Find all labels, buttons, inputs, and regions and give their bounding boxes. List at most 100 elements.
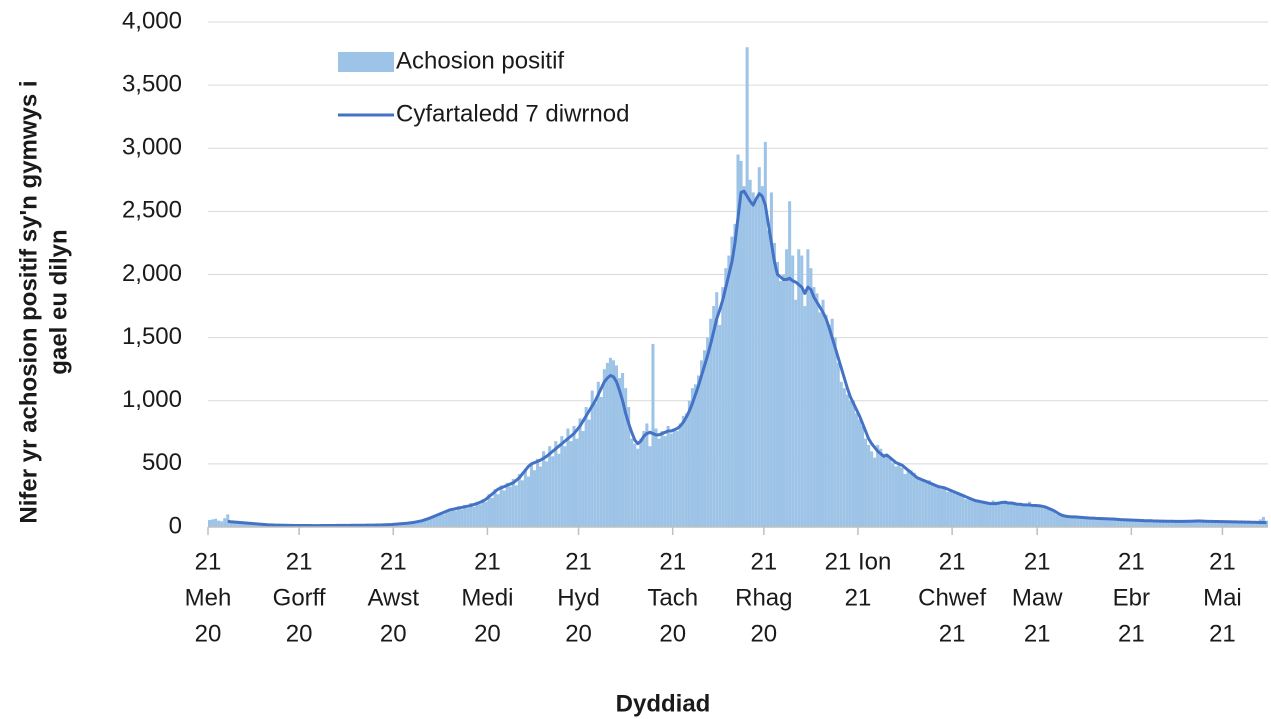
bar: [411, 522, 415, 527]
bar: [1113, 518, 1117, 527]
bar: [502, 490, 506, 527]
bar: [256, 524, 260, 527]
bar: [933, 485, 937, 527]
bar: [627, 407, 631, 527]
bar: [1222, 521, 1226, 527]
bar: [420, 520, 424, 527]
bar: [991, 500, 995, 527]
y-axis-title: Nifer yr achosion positif sy'n gymwys i: [15, 80, 42, 523]
bar: [447, 511, 451, 527]
bar: [763, 141, 767, 527]
bar: [1122, 520, 1126, 527]
bar: [861, 426, 865, 527]
bar: [897, 463, 901, 527]
average-line: [227, 189, 1267, 528]
bar: [1179, 520, 1183, 527]
bar: [444, 510, 448, 527]
x-tick-label: 21: [1024, 548, 1051, 575]
legend-swatch: [338, 52, 394, 72]
bar: [870, 451, 874, 527]
bar: [864, 438, 868, 527]
bar: [1088, 517, 1092, 527]
bar: [693, 384, 697, 527]
bar: [624, 388, 628, 527]
bar: [551, 456, 555, 527]
bar: [709, 318, 713, 527]
bar: [208, 520, 212, 527]
bar: [466, 508, 470, 527]
bar: [1216, 521, 1220, 527]
bar: [882, 453, 886, 527]
bar: [493, 489, 497, 527]
bar: [648, 446, 652, 527]
bar: [1231, 522, 1235, 527]
y-tick-label: 3,000: [122, 134, 182, 161]
bar: [618, 378, 622, 527]
bar: [590, 390, 594, 527]
bar: [997, 501, 1001, 527]
x-tick-label: 20: [286, 620, 313, 647]
x-tick-label: 21: [659, 548, 686, 575]
bar: [1173, 521, 1177, 527]
bar: [1091, 518, 1095, 527]
bar: [402, 523, 406, 527]
bar: [952, 492, 956, 527]
bar: [217, 520, 221, 527]
bar: [1107, 518, 1111, 527]
x-tick-label: 21: [1209, 548, 1236, 575]
bar: [809, 268, 813, 527]
bar: [742, 186, 746, 527]
x-tick-label: 21: [1118, 548, 1145, 575]
bar: [854, 413, 858, 527]
bar: [1213, 521, 1217, 527]
bar: [739, 160, 743, 527]
legend-label: Cyfartaledd 7 diwrnod: [396, 100, 629, 127]
x-tick-label: 21 Ion: [825, 548, 892, 575]
bar: [712, 306, 716, 527]
x-tick-label: Rhag: [735, 584, 792, 611]
bar: [891, 462, 895, 527]
x-tick-label: Ebr: [1113, 584, 1150, 611]
y-tick-label: 2,500: [122, 197, 182, 224]
bar: [457, 506, 461, 527]
bar: [918, 477, 922, 527]
bar: [651, 343, 655, 527]
bar: [967, 497, 971, 527]
bar: [748, 179, 752, 527]
bar: [414, 521, 418, 527]
bar: [496, 494, 500, 527]
x-tick-label: 21: [939, 548, 966, 575]
x-tick-label: Medi: [461, 584, 513, 611]
bar: [499, 485, 503, 527]
bar: [469, 503, 473, 527]
bar: [475, 501, 479, 527]
bar: [1204, 521, 1208, 527]
bar: [733, 224, 737, 527]
bar: [909, 470, 913, 527]
bar: [718, 325, 722, 527]
bar: [636, 448, 640, 527]
bar: [560, 436, 564, 527]
bar: [1146, 521, 1150, 527]
bar: [721, 287, 725, 527]
bar: [226, 514, 230, 527]
bar: [639, 438, 643, 527]
bar: [848, 400, 852, 527]
bar: [669, 433, 673, 527]
bar: [399, 523, 403, 527]
bar: [988, 503, 992, 527]
bar: [1243, 522, 1247, 527]
bar: [1170, 521, 1174, 527]
bar: [946, 491, 950, 527]
bar: [1125, 519, 1129, 527]
bar: [833, 337, 837, 527]
bar: [454, 510, 458, 527]
bar: [1255, 522, 1259, 527]
bar: [687, 400, 691, 527]
bar: [1134, 520, 1138, 527]
bar: [578, 418, 582, 527]
bar: [696, 375, 701, 527]
bar: [1025, 504, 1029, 527]
bar: [1043, 508, 1047, 527]
bar: [903, 473, 907, 527]
